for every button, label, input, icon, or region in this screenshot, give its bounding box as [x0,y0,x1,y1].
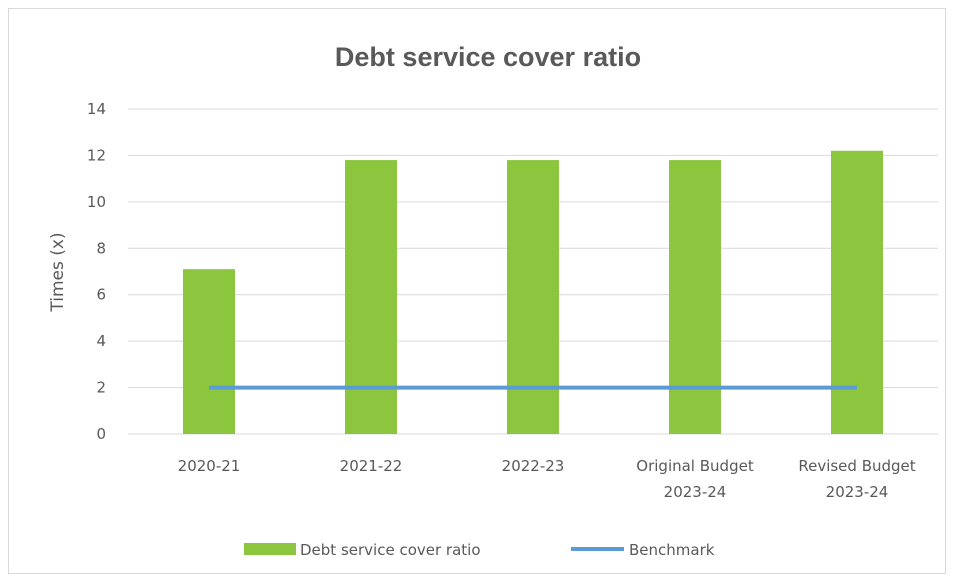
y-tick-label: 8 [96,239,106,257]
bars [183,150,883,435]
x-tick-label: 2020-21 [178,457,241,475]
bar [345,160,397,435]
y-tick-label: 4 [96,332,106,350]
y-tick-label: 14 [87,100,106,118]
chart-title: Debt service cover ratio [335,42,641,72]
chart-frame [8,8,946,574]
x-tick-label: 2023-24 [664,483,727,501]
y-tick-label: 6 [96,286,106,304]
bar [507,160,559,435]
legend-label-debt-service-cover-ratio: Debt service cover ratio [300,541,481,559]
x-tick-labels: 2020-21 2021-22 2022-23 Original Budget 2023… [178,457,916,501]
bar [831,150,883,435]
y-tick-label: 10 [87,193,106,211]
bar [669,160,721,435]
legend-label-benchmark: Benchmark [629,541,715,559]
x-tick-label: Original Budget [636,457,754,475]
y-tick-labels: 0 2 4 6 8 10 12 14 [87,100,106,443]
legend-swatch-debt-service-cover-ratio [244,543,296,555]
bar [183,269,235,434]
x-tick-label: 2023-24 [826,483,889,501]
y-axis-label: Times (x) [48,232,68,312]
x-tick-label: 2022-23 [502,457,565,475]
x-tick-label: Revised Budget [798,457,915,475]
y-tick-label: 0 [96,425,106,443]
x-tick-label: 2021-22 [340,457,403,475]
legend: Debt service cover ratio Benchmark [244,541,715,559]
y-tick-label: 2 [96,379,106,397]
y-tick-label: 12 [87,146,106,164]
